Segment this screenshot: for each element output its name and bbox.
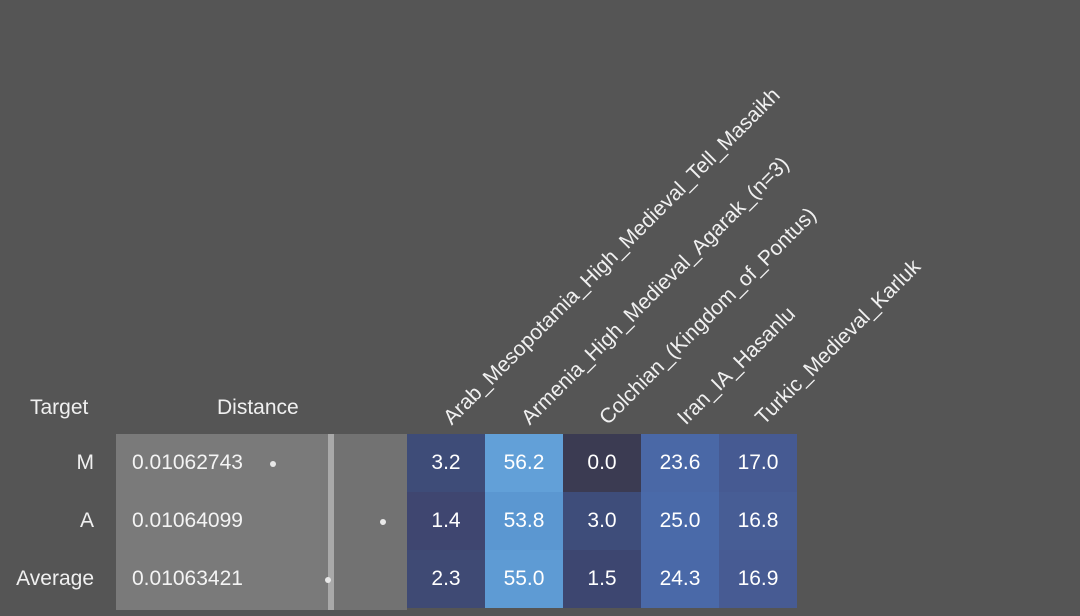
distance-value: 0.01063421 — [132, 567, 243, 590]
grid-cell: 53.8 — [485, 492, 563, 550]
distance-value: 0.01062743 — [132, 451, 243, 474]
distance-divider — [328, 434, 334, 610]
grid-cell: 55.0 — [485, 550, 563, 608]
distance-marker — [270, 461, 276, 467]
distance-value: 0.01064099 — [132, 509, 243, 532]
row-label: Average — [16, 567, 94, 590]
target-header: Target — [30, 396, 89, 419]
grid-cell: 24.3 — [641, 550, 719, 608]
grid-cell: 1.5 — [563, 550, 641, 608]
distance-marker — [325, 577, 331, 583]
grid-cell: 16.8 — [719, 492, 797, 550]
distance-header: Distance — [217, 396, 299, 419]
grid-cell: 3.2 — [407, 434, 485, 492]
grid-cell: 2.3 — [407, 550, 485, 608]
grid-cell: 25.0 — [641, 492, 719, 550]
row-label: A — [79, 509, 94, 532]
grid-cell: 3.0 — [563, 492, 641, 550]
distance-panel-right — [334, 434, 407, 610]
column-label: Armenia_High_Medieval_Agarak_(n=3) — [517, 152, 794, 430]
grid-cell: 16.9 — [719, 550, 797, 608]
grid-cell: 17.0 — [719, 434, 797, 492]
row-label: M — [76, 451, 95, 474]
grid-cell: 0.0 — [563, 434, 641, 492]
grid-cell: 56.2 — [485, 434, 563, 492]
grid-cell: 1.4 — [407, 492, 485, 550]
grid-cell: 23.6 — [641, 434, 719, 492]
distance-marker — [380, 519, 386, 525]
